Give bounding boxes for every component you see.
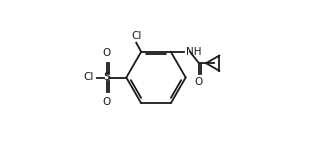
Text: O: O xyxy=(195,77,203,87)
Text: O: O xyxy=(102,97,111,106)
Text: O: O xyxy=(102,49,111,58)
Text: NH: NH xyxy=(186,47,202,57)
Text: Cl: Cl xyxy=(131,31,142,41)
Text: Cl: Cl xyxy=(83,73,94,82)
Text: S: S xyxy=(103,73,110,82)
